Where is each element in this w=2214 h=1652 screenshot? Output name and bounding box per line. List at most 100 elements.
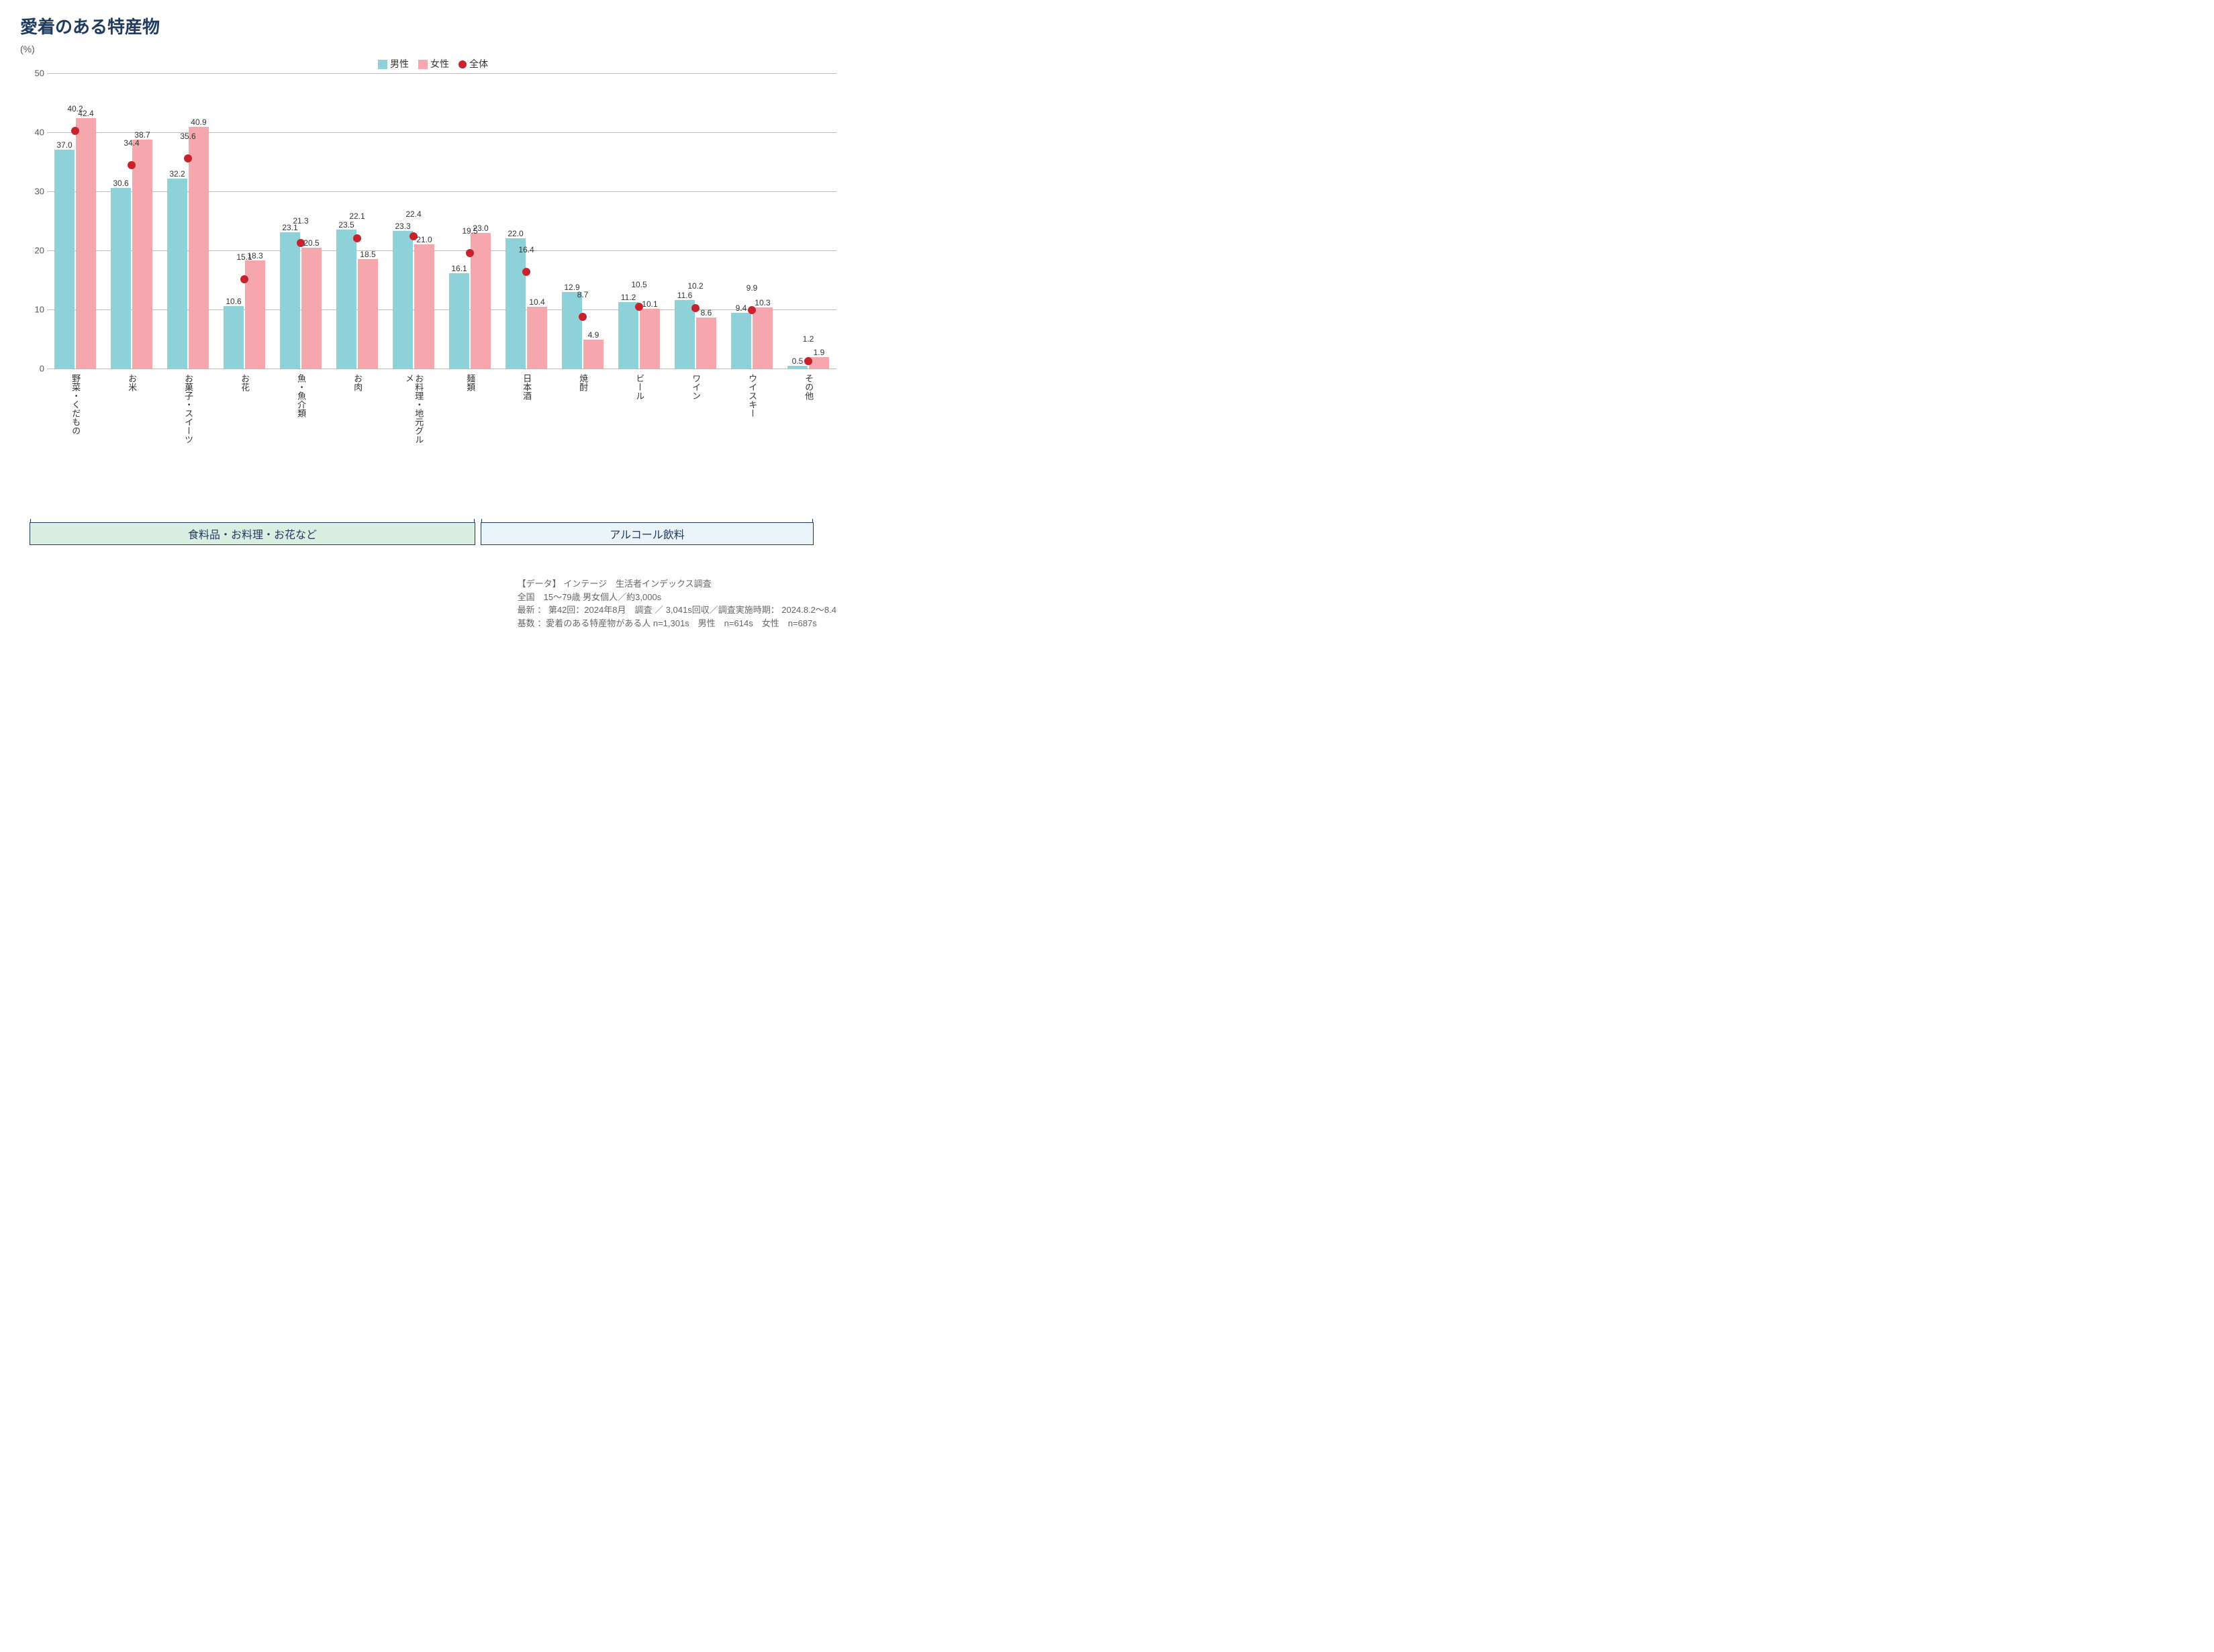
- marker-value-label: 10.5: [631, 280, 646, 289]
- y-tick-label: 20: [21, 246, 44, 256]
- marker-total: [297, 239, 305, 247]
- marker-total: [128, 161, 136, 169]
- bar-female: 40.9: [189, 127, 209, 369]
- bar-value-label: 23.3: [393, 222, 413, 231]
- marker-value-label: 10.2: [687, 281, 703, 291]
- bar-female: 18.5: [358, 259, 378, 369]
- marker-total: [804, 357, 812, 365]
- category-group-bands: 食料品・お料理・お花などアルコール飲料: [27, 517, 816, 549]
- marker-value-label: 22.1: [349, 211, 365, 221]
- marker-total: [522, 268, 530, 276]
- bar-male: 16.1: [449, 273, 469, 369]
- gridline: [47, 191, 836, 192]
- bar-value-label: 11.2: [618, 293, 638, 302]
- marker-value-label: 1.2: [803, 334, 814, 344]
- bar-value-label: 23.5: [336, 220, 356, 230]
- footer-line: 基数 ：愛着のある特産物がある人 n=1,301s 男性 n=614s 女性 n…: [518, 617, 836, 630]
- marker-total: [240, 275, 248, 283]
- y-tick-label: 30: [21, 187, 44, 197]
- bar-male: 23.3: [393, 231, 413, 369]
- y-tick-label: 40: [21, 128, 44, 138]
- bar-male: 37.0: [54, 150, 75, 369]
- x-category-label: 麺類: [465, 374, 475, 391]
- gridline: [47, 73, 836, 74]
- chart-page: 愛着のある特産物 (%) 男性女性全体 0102030405037.042.44…: [0, 0, 857, 639]
- bar-female: 10.3: [753, 307, 773, 369]
- gridline: [47, 132, 836, 133]
- page-title: 愛着のある特産物: [20, 13, 836, 38]
- legend-label-male: 男性: [390, 58, 409, 69]
- x-category-label: お花: [240, 374, 249, 391]
- legend: 男性女性全体: [20, 57, 836, 70]
- bar-value-label: 22.0: [506, 229, 526, 238]
- gridline: [47, 309, 836, 310]
- bar-male: 10.6: [224, 306, 244, 369]
- bar-female: 42.4: [76, 118, 96, 369]
- bar-value-label: 18.5: [358, 250, 378, 259]
- group-band: アルコール飲料: [481, 522, 814, 545]
- marker-total: [353, 234, 361, 242]
- y-tick-label: 50: [21, 68, 44, 79]
- marker-total: [748, 306, 756, 314]
- chart-area: 0102030405037.042.440.230.638.734.432.24…: [20, 73, 836, 449]
- bar-male: 23.5: [336, 230, 356, 369]
- x-category-label: ウイスキー: [747, 374, 757, 418]
- bar-female: 10.1: [640, 309, 660, 369]
- marker-total: [635, 303, 643, 311]
- marker-total: [184, 154, 192, 162]
- marker-value-label: 34.4: [124, 138, 139, 148]
- bar-value-label: 16.1: [449, 264, 469, 273]
- bar-female: 20.5: [301, 248, 322, 369]
- marker-total: [71, 127, 79, 135]
- marker-value-label: 21.3: [293, 216, 308, 226]
- marker-value-label: 19.5: [462, 226, 477, 236]
- bar-value-label: 11.6: [675, 291, 695, 300]
- bar-value-label: 32.2: [167, 169, 187, 179]
- x-category-label: お菓子・スイーツ: [183, 374, 193, 444]
- x-category-label: 焼酎: [578, 374, 587, 391]
- bar-value-label: 37.0: [54, 140, 75, 150]
- plot-area: 0102030405037.042.440.230.638.734.432.24…: [47, 73, 836, 369]
- data-source-footer: 【データ】 インテージ 生活者インデックス調査 全国 15～79歳 男女個人／約…: [518, 577, 836, 630]
- marker-total: [579, 313, 587, 321]
- x-category-label: お米: [127, 374, 136, 391]
- bar-value-label: 40.9: [189, 117, 209, 127]
- x-category-label: 日本酒: [522, 374, 531, 400]
- bar-male: 22.0: [506, 238, 526, 369]
- group-band-label: 食料品・お料理・お花など: [30, 523, 475, 544]
- x-category-label: お料理・地元グルメ: [404, 374, 424, 448]
- bar-female: 18.3: [245, 260, 265, 369]
- legend-swatch-male: [378, 60, 387, 69]
- bar-female: 38.7: [132, 140, 152, 369]
- bar-value-label: 10.6: [224, 297, 244, 306]
- marker-value-label: 40.2: [67, 104, 83, 113]
- bar-male: 0.5: [787, 366, 808, 369]
- x-axis-labels: 野菜・くだものお米お菓子・スイーツお花魚・魚介類お肉お料理・地元グルメ麺類日本酒…: [47, 374, 836, 448]
- bar-value-label: 4.9: [583, 330, 604, 340]
- group-band: 食料品・お料理・お花など: [30, 522, 475, 545]
- bar-female: 21.0: [414, 244, 434, 369]
- bar-female: 8.6: [696, 318, 716, 369]
- bar-value-label: 10.3: [753, 298, 773, 307]
- legend-swatch-female: [418, 60, 428, 69]
- marker-total: [691, 304, 700, 312]
- marker-value-label: 15.1: [236, 252, 252, 262]
- group-band-label: アルコール飲料: [481, 523, 813, 544]
- bar-male: 12.9: [562, 292, 582, 369]
- bar-male: 30.6: [111, 188, 131, 369]
- marker-value-label: 9.9: [747, 283, 758, 293]
- legend-swatch-total: [459, 60, 467, 68]
- marker-value-label: 8.7: [577, 290, 589, 299]
- gridline: [47, 250, 836, 251]
- marker-total: [410, 232, 418, 240]
- bar-female: 4.9: [583, 340, 604, 369]
- bar-male: 11.2: [618, 302, 638, 369]
- x-category-label: ビール: [634, 374, 644, 400]
- x-category-label: ワイン: [691, 374, 700, 400]
- bar-male: 9.4: [731, 313, 751, 369]
- legend-label-total: 全体: [469, 58, 488, 69]
- x-category-label: その他: [804, 374, 813, 400]
- marker-value-label: 16.4: [518, 245, 534, 254]
- marker-value-label: 35.6: [180, 132, 195, 141]
- bar-male: 32.2: [167, 179, 187, 369]
